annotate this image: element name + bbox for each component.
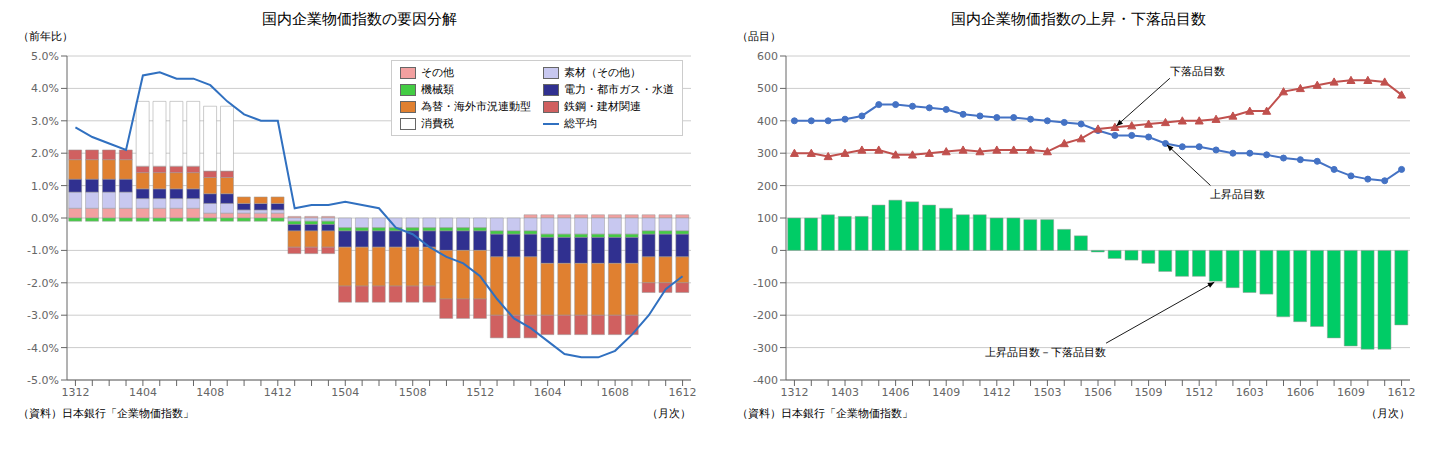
svg-text:1408: 1408 — [196, 386, 224, 399]
html-text:（月次）: （月次） — [1366, 407, 1410, 420]
html-text:（前年比）: （前年比） — [18, 30, 73, 43]
svg-text:1609: 1609 — [1337, 386, 1365, 399]
svg-text:1604: 1604 — [534, 386, 562, 399]
svg-text:1406: 1406 — [882, 386, 910, 399]
html-text:為替・海外市況連動型: 為替・海外市況連動型 — [421, 100, 531, 113]
svg-text:-5.0%: -5.0% — [27, 374, 59, 387]
html-text:その他: その他 — [421, 66, 454, 79]
html-text:電力・都市ガス・水道: 電力・都市ガス・水道 — [564, 83, 674, 96]
html-text:総平均: 総平均 — [564, 117, 597, 130]
svg-text:200: 200 — [757, 180, 778, 193]
svg-text:1506: 1506 — [1084, 386, 1112, 399]
svg-text:1403: 1403 — [831, 386, 859, 399]
svg-text:1508: 1508 — [399, 386, 427, 399]
html-text:（資料）日本銀行「企業物価指数」: （資料）日本銀行「企業物価指数」 — [737, 407, 913, 420]
svg-text:500: 500 — [757, 82, 778, 95]
svg-text:-300: -300 — [753, 342, 778, 355]
svg-text:1612: 1612 — [669, 386, 697, 399]
svg-text:1312: 1312 — [61, 386, 89, 399]
svg-text:1503: 1503 — [1033, 386, 1061, 399]
svg-text:1606: 1606 — [1286, 386, 1314, 399]
html-text:国内企業物価指数の要因分解: 国内企業物価指数の要因分解 — [262, 10, 457, 28]
svg-text:1512: 1512 — [1185, 386, 1213, 399]
html-text:（品目）: （品目） — [737, 30, 781, 43]
html-text:（月次）: （月次） — [647, 407, 691, 420]
svg-text:1509: 1509 — [1135, 386, 1163, 399]
svg-text:1504: 1504 — [331, 386, 359, 399]
svg-text:100: 100 — [757, 212, 778, 225]
svg-text:0.0%: 0.0% — [31, 212, 59, 225]
svg-text:400: 400 — [757, 115, 778, 128]
svg-text:1.0%: 1.0% — [31, 180, 59, 193]
html-text:（資料）日本銀行「企業物価指数」: （資料）日本銀行「企業物価指数」 — [18, 407, 194, 420]
html-text:消費税: 消費税 — [421, 117, 454, 130]
svg-text:1612: 1612 — [1388, 386, 1416, 399]
svg-text:-2.0%: -2.0% — [27, 277, 59, 290]
svg-text:上昇品目数－下落品目数: 上昇品目数－下落品目数 — [985, 346, 1106, 359]
svg-text:2.0%: 2.0% — [31, 147, 59, 160]
svg-text:1608: 1608 — [601, 386, 629, 399]
svg-text:0: 0 — [771, 244, 778, 257]
svg-text:上昇品目数: 上昇品目数 — [1210, 188, 1265, 201]
html-text:素材（その他）: 素材（その他） — [564, 66, 641, 79]
svg-text:1412: 1412 — [264, 386, 292, 399]
svg-text:-3.0%: -3.0% — [27, 309, 59, 322]
html-text:機械類: 機械類 — [421, 83, 454, 96]
svg-text:600: 600 — [757, 50, 778, 63]
svg-text:1312: 1312 — [780, 386, 808, 399]
svg-text:-100: -100 — [753, 277, 778, 290]
svg-text:5.0%: 5.0% — [31, 50, 59, 63]
svg-text:-200: -200 — [753, 309, 778, 322]
svg-text:下落品目数: 下落品目数 — [1170, 65, 1225, 78]
svg-text:-1.0%: -1.0% — [27, 244, 59, 257]
html-text:国内企業物価指数の上昇・下落品目数: 国内企業物価指数の上昇・下落品目数 — [951, 10, 1206, 28]
svg-text:1409: 1409 — [932, 386, 960, 399]
svg-text:1603: 1603 — [1236, 386, 1264, 399]
svg-text:1512: 1512 — [466, 386, 494, 399]
svg-text:3.0%: 3.0% — [31, 115, 59, 128]
html-text:鉄鋼・建材関連: 鉄鋼・建材関連 — [564, 100, 641, 113]
svg-text:1404: 1404 — [129, 386, 157, 399]
svg-text:300: 300 — [757, 147, 778, 160]
svg-text:1412: 1412 — [983, 386, 1011, 399]
svg-text:-400: -400 — [753, 374, 778, 387]
svg-text:-4.0%: -4.0% — [27, 342, 59, 355]
svg-text:4.0%: 4.0% — [31, 82, 59, 95]
